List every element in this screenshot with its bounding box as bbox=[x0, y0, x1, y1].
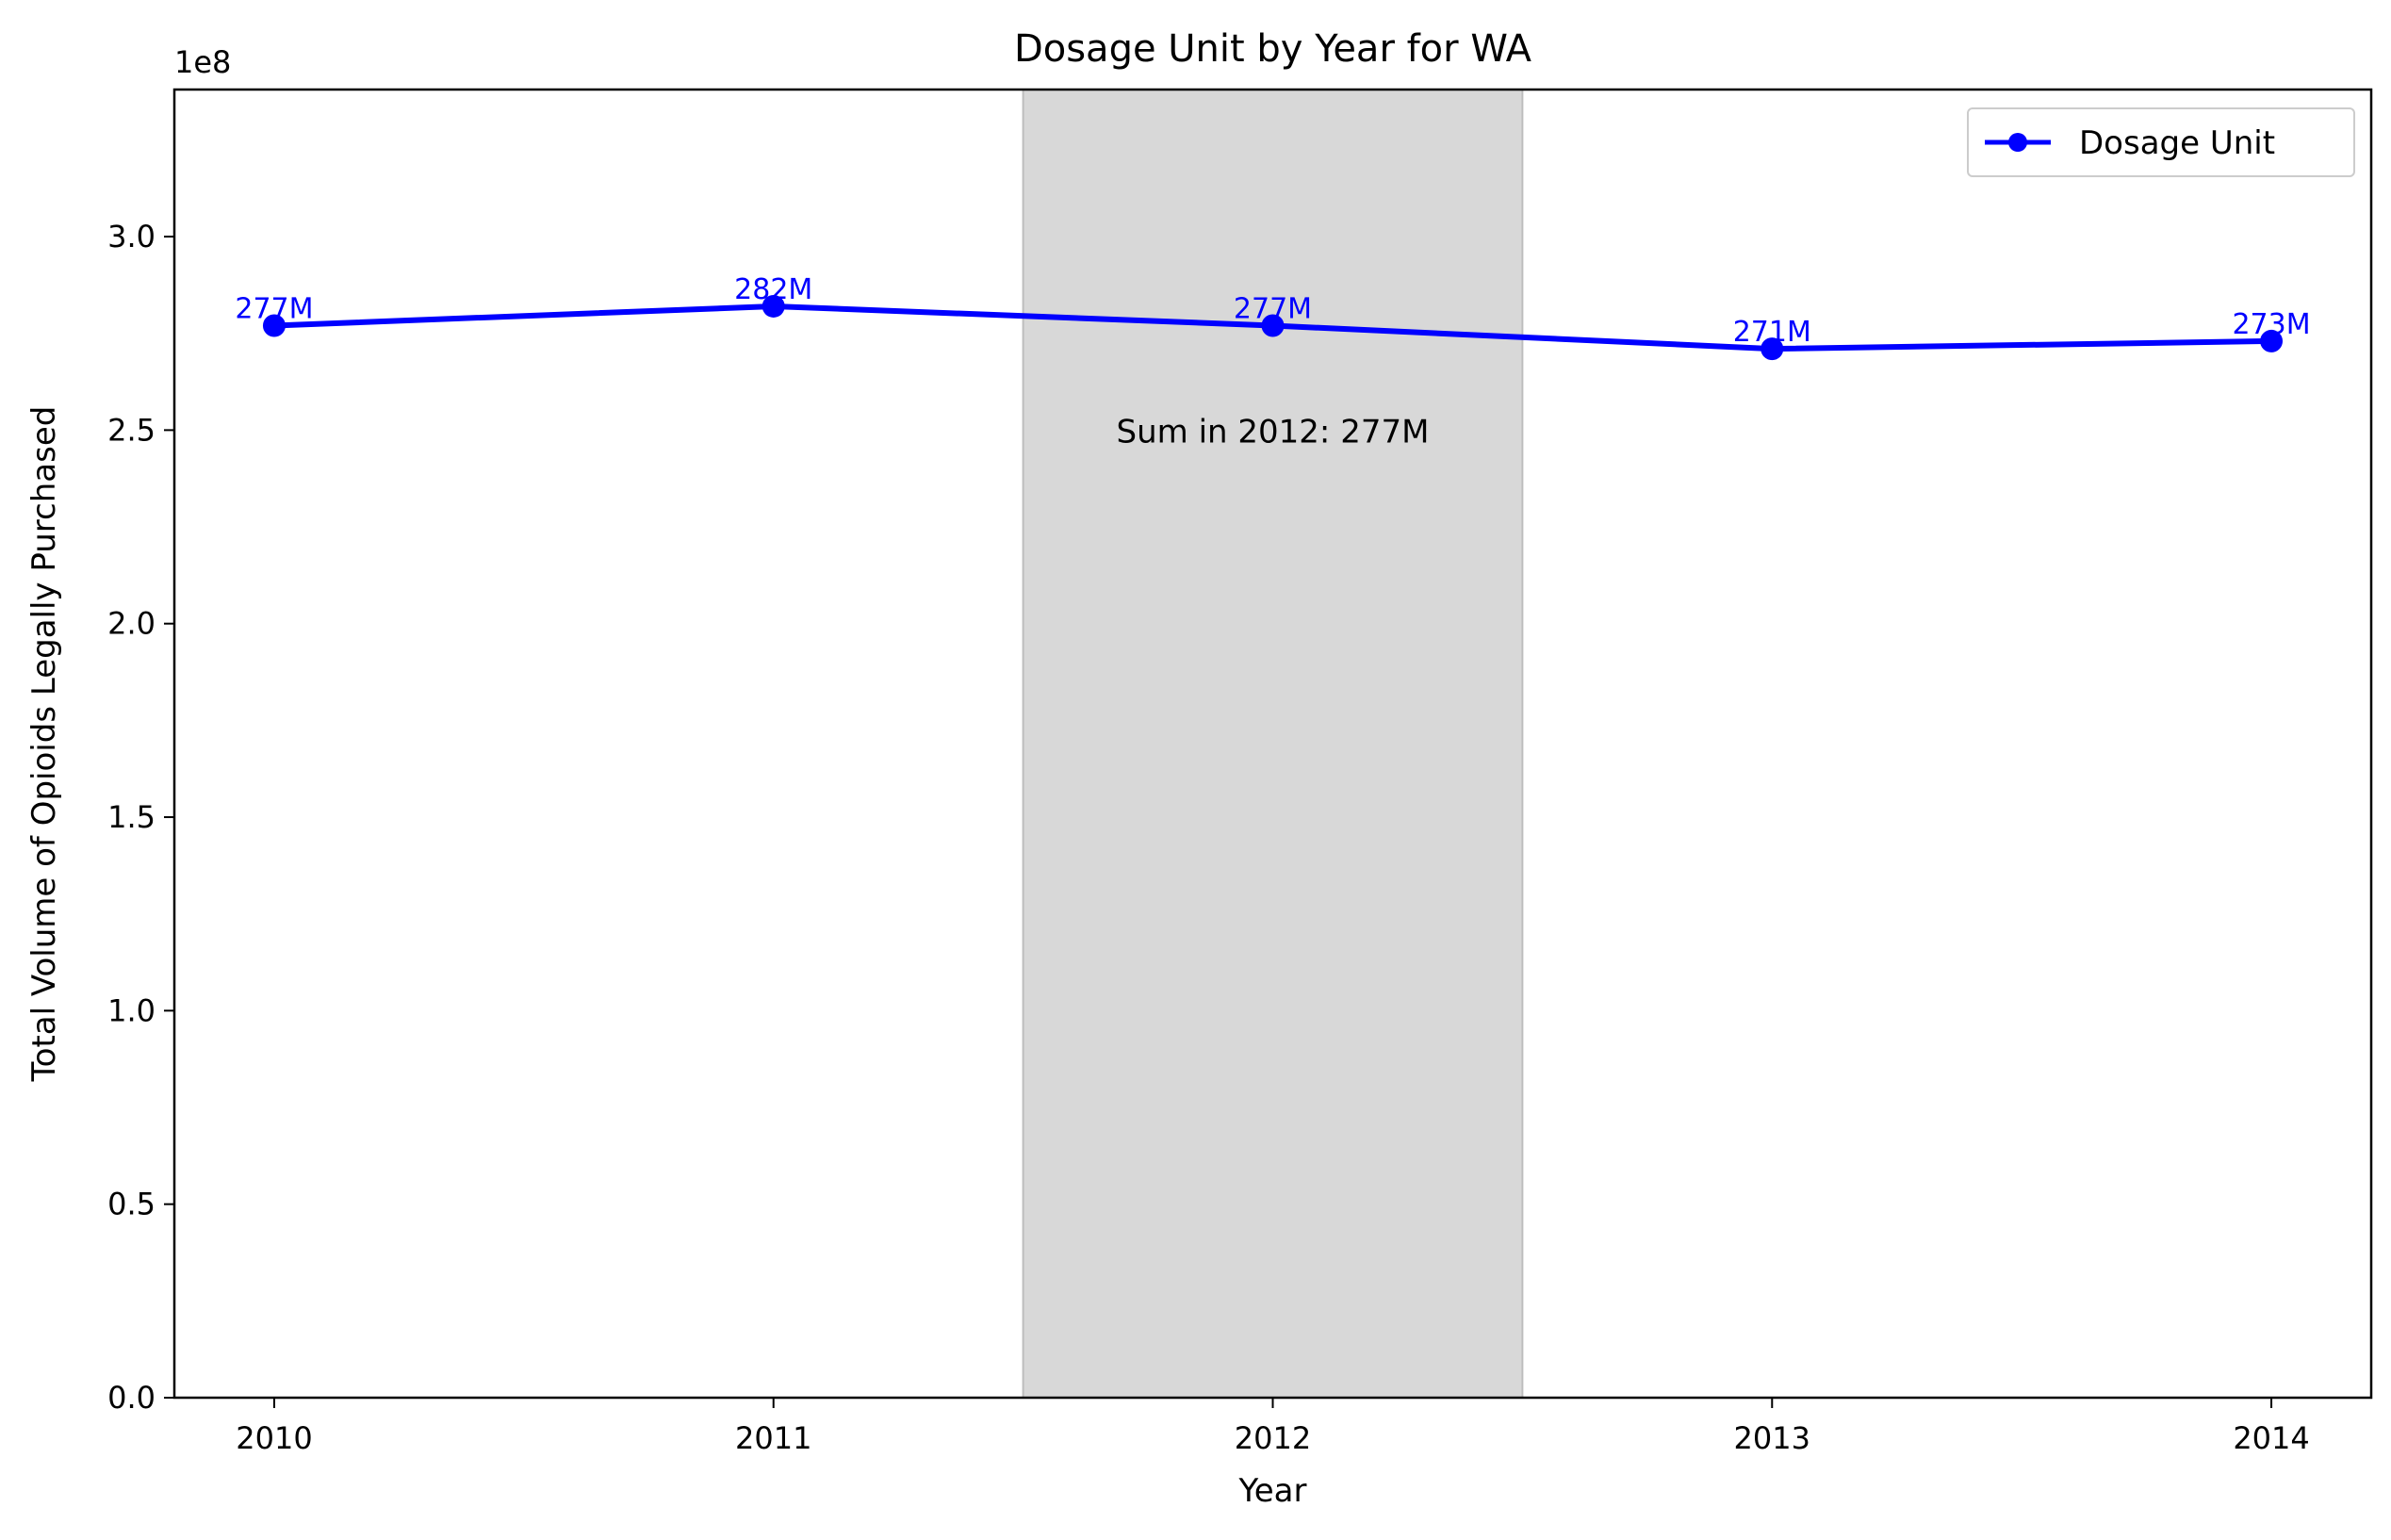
series-layer: 277M 282M 277M 271M 273M bbox=[235, 273, 2311, 361]
chart-title: Dosage Unit by Year for WA bbox=[1014, 27, 1532, 71]
x-tick-label: 2011 bbox=[735, 1420, 811, 1456]
data-label: 271M bbox=[1733, 316, 1811, 349]
x-tick-label: 2012 bbox=[1235, 1420, 1311, 1456]
legend-box bbox=[1967, 107, 2355, 177]
legend: Dosage Unit bbox=[1967, 107, 2355, 177]
annotation-text: Sum in 2012: 277M bbox=[1117, 413, 1430, 451]
x-tick-label: 2010 bbox=[236, 1420, 312, 1456]
y-tick-label: 0.5 bbox=[107, 1187, 156, 1222]
data-point bbox=[762, 294, 785, 318]
highlight-band-2012 bbox=[1022, 89, 1524, 1399]
y-tick-label: 0.0 bbox=[107, 1380, 156, 1416]
data-point bbox=[1261, 314, 1285, 337]
x-tick-label: 2014 bbox=[2233, 1420, 2309, 1456]
data-point bbox=[2260, 329, 2284, 352]
y-axis-offset-label: 1e8 bbox=[174, 44, 231, 80]
data-label: 277M bbox=[235, 292, 313, 325]
x-tick-label: 2013 bbox=[1734, 1420, 1810, 1456]
y-tick-label: 2.5 bbox=[107, 412, 156, 448]
x-axis-label: Year bbox=[1238, 1472, 1307, 1510]
data-label: 273M bbox=[2232, 308, 2310, 341]
y-tick-label: 1.0 bbox=[107, 992, 156, 1028]
data-point bbox=[1760, 337, 1784, 361]
data-point bbox=[262, 314, 286, 337]
legend-marker-swatch bbox=[2008, 133, 2027, 152]
data-label: 277M bbox=[1234, 292, 1312, 325]
data-label: 282M bbox=[734, 273, 812, 306]
y-axis-label: Total Volume of Opioids Legally Purchase… bbox=[25, 406, 63, 1083]
x-axis-ticks: 2010 2011 2012 2013 2014 bbox=[236, 1398, 2310, 1456]
y-axis-ticks: 0.0 0.5 1.0 1.5 2.0 2.5 3.0 bbox=[107, 219, 174, 1416]
y-tick-label: 3.0 bbox=[107, 219, 156, 254]
y-tick-label: 1.5 bbox=[107, 799, 156, 835]
y-tick-label: 2.0 bbox=[107, 606, 156, 642]
legend-label: Dosage Unit bbox=[2079, 124, 2275, 162]
